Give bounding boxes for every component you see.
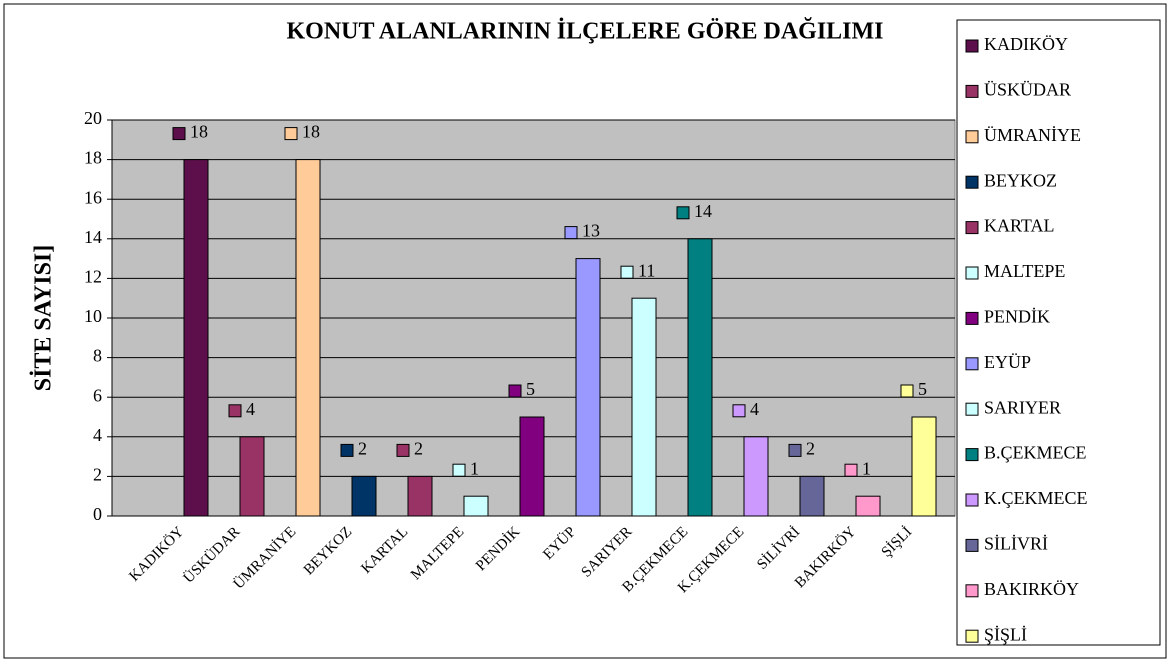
data-label: 14 [694, 201, 712, 221]
legend-key [965, 629, 979, 643]
y-tick-label: 16 [84, 187, 102, 207]
legend-key [965, 130, 979, 144]
legend-key [965, 584, 979, 598]
data-label-key [844, 463, 858, 477]
legend-key [965, 84, 979, 98]
data-label-key [340, 443, 354, 457]
data-label-key [172, 127, 186, 141]
legend-label: ŞİŞLİ [984, 624, 1027, 644]
legend-key [965, 357, 979, 371]
y-tick-label: 10 [84, 306, 102, 326]
data-label: 18 [190, 122, 208, 142]
y-tick-label: 0 [93, 504, 102, 524]
bar [183, 159, 209, 517]
bar [519, 416, 545, 517]
legend-label: MALTEPE [984, 261, 1065, 281]
legend-key [965, 311, 979, 325]
data-label: 2 [806, 439, 815, 459]
legend-label: ÜSKÜDAR [984, 80, 1071, 100]
data-label-key [452, 463, 466, 477]
data-label-key [564, 226, 578, 240]
data-label: 2 [414, 439, 423, 459]
y-tick-label: 12 [84, 267, 102, 287]
legend-label: KARTAL [984, 216, 1054, 236]
data-label: 11 [638, 260, 655, 280]
bar [407, 475, 433, 517]
bar [743, 436, 769, 517]
legend-label: KADIKÖY [984, 34, 1068, 54]
bar [799, 475, 825, 517]
y-tick-label: 6 [93, 385, 102, 405]
y-tick-label: 8 [93, 346, 102, 366]
legend-key [965, 538, 979, 552]
y-axis-title: SİTE SAYISI] [31, 245, 57, 392]
data-label: 13 [582, 221, 600, 241]
legend [956, 19, 1161, 646]
y-tick-label: 20 [84, 108, 102, 128]
legend-key [965, 266, 979, 280]
data-label-key [396, 443, 410, 457]
legend-key [965, 493, 979, 507]
data-label-key [732, 404, 746, 418]
y-tick-label: 18 [84, 148, 102, 168]
legend-label: B.ÇEKMECE [984, 443, 1087, 463]
data-label: 1 [862, 458, 871, 478]
data-label: 4 [750, 399, 759, 419]
legend-label: BEYKOZ [984, 170, 1057, 190]
data-label: 2 [358, 439, 367, 459]
legend-key [965, 39, 979, 53]
bar [463, 495, 489, 517]
legend-key [965, 448, 979, 462]
data-label-key [788, 443, 802, 457]
data-label: 5 [918, 379, 927, 399]
bar [911, 416, 937, 517]
y-tick-label: 14 [84, 227, 102, 247]
bar [855, 495, 881, 517]
legend-label: ÜMRANİYE [984, 125, 1081, 145]
data-label-key [900, 384, 914, 398]
bar [575, 258, 601, 517]
bar [295, 159, 321, 517]
data-label: 1 [470, 458, 479, 478]
y-tick-label: 4 [93, 425, 102, 445]
legend-key [965, 221, 979, 235]
legend-label: PENDİK [984, 307, 1050, 327]
y-tick-label: 2 [93, 465, 102, 485]
bar [687, 238, 713, 517]
bar [351, 475, 377, 517]
legend-label: BAKIRKÖY [984, 579, 1079, 599]
data-label-key [508, 384, 522, 398]
bar [631, 297, 657, 517]
legend-label: SARIYER [984, 397, 1061, 417]
legend-label: EYÜP [984, 352, 1031, 372]
bar [239, 436, 265, 517]
data-label-key [676, 206, 690, 220]
legend-label: K.ÇEKMECE [984, 488, 1088, 508]
data-label: 4 [246, 399, 255, 419]
legend-key [965, 175, 979, 189]
legend-label: SİLİVRİ [984, 534, 1048, 554]
data-label-key [284, 127, 298, 141]
chart-title: KONUT ALANLARININ İLÇELERE GÖRE DAĞILIMI [287, 18, 884, 45]
data-label: 18 [302, 122, 320, 142]
data-label-key [228, 404, 242, 418]
legend-key [965, 402, 979, 416]
data-label: 5 [526, 379, 535, 399]
data-label-key [620, 265, 634, 279]
